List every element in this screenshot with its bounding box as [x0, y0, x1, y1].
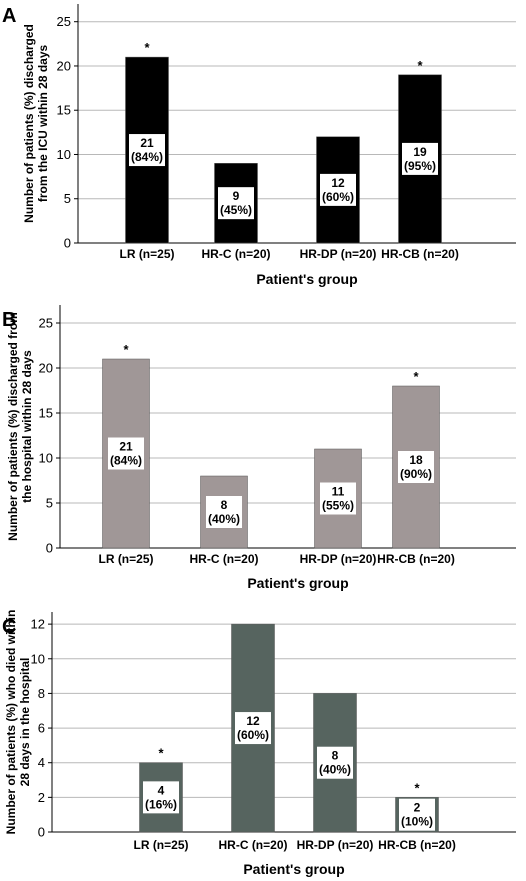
y-tick-label: 10: [39, 451, 53, 466]
data-label-box: [108, 437, 144, 470]
y-tick-label: 8: [38, 686, 45, 701]
significance-marker: *: [417, 58, 423, 73]
data-label-box: [402, 142, 438, 175]
y-axis-title: Number of patients (%) discharged fromth…: [6, 312, 34, 541]
data-label-box: [129, 134, 165, 167]
data-label-count: 11: [332, 485, 345, 499]
data-label-count: 21: [140, 136, 154, 150]
y-tick-label: 0: [46, 541, 53, 556]
data-label-percent: (45%): [220, 203, 252, 217]
data-label-box: [206, 496, 242, 528]
data-label-percent: (55%): [322, 499, 354, 513]
data-label-count: 8: [221, 498, 228, 512]
y-axis-title: Number of patients (%) who died within28…: [4, 610, 32, 835]
data-label-count: 12: [246, 714, 260, 728]
data-label-box: [398, 451, 434, 483]
x-category-label: HR-C (n=20): [201, 247, 270, 261]
panel-letter: C: [2, 616, 16, 638]
data-label-count: 21: [119, 440, 133, 454]
y-tick-label: 6: [38, 721, 45, 736]
y-tick-label: 10: [31, 651, 45, 666]
y-axis-title-line: Number of patients (%) who died within: [4, 610, 18, 835]
y-tick-label: 5: [64, 191, 71, 206]
data-label-percent: (16%): [145, 797, 177, 811]
x-category-label: HR-C (n=20): [189, 552, 258, 566]
data-label-percent: (40%): [319, 763, 351, 777]
significance-marker: *: [144, 40, 150, 55]
y-axis-title-line: from the ICU within 28 days: [36, 44, 50, 202]
x-category-label: LR (n=25): [133, 838, 188, 852]
x-category-label: HR-DP (n=20): [297, 838, 374, 852]
y-axis-title: Number of patients (%) dischargedfrom th…: [22, 24, 50, 223]
data-label-percent: (60%): [322, 190, 354, 204]
data-label-count: 4: [158, 783, 165, 797]
y-tick-label: 25: [39, 316, 53, 331]
data-label-box: [235, 712, 271, 745]
significance-marker: *: [123, 342, 129, 357]
data-label-count: 19: [413, 145, 427, 159]
data-label-box: [317, 746, 353, 779]
y-tick-label: 15: [57, 103, 71, 118]
y-tick-label: 20: [39, 361, 53, 376]
x-category-label: HR-CB (n=20): [381, 247, 459, 261]
y-tick-label: 5: [46, 496, 53, 511]
y-tick-label: 0: [38, 825, 45, 840]
data-label-percent: (84%): [110, 454, 142, 468]
y-tick-label: 15: [39, 406, 53, 421]
panel-letter: A: [2, 5, 16, 27]
x-category-label: HR-DP (n=20): [300, 247, 377, 261]
data-label-percent: (84%): [131, 150, 163, 164]
data-label-percent: (40%): [208, 512, 240, 526]
y-axis-title-line: Number of patients (%) discharged: [22, 24, 36, 223]
x-category-label: HR-CB (n=20): [377, 552, 455, 566]
data-label-percent: (90%): [400, 467, 432, 481]
data-label-box: [320, 482, 356, 515]
data-label-count: 2: [414, 801, 421, 815]
significance-marker: *: [158, 746, 164, 761]
y-tick-label: 12: [31, 617, 45, 632]
data-label-count: 18: [409, 453, 423, 467]
data-label-box: [399, 798, 435, 831]
x-category-label: LR (n=25): [119, 247, 174, 261]
y-tick-label: 20: [57, 58, 71, 73]
y-tick-label: 25: [57, 14, 71, 29]
y-axis-title-line: Number of patients (%) discharged from: [6, 312, 20, 541]
y-tick-label: 2: [38, 790, 45, 805]
significance-marker: *: [414, 780, 420, 795]
data-label-count: 12: [331, 176, 345, 190]
data-label-percent: (95%): [404, 159, 436, 173]
data-label-box: [218, 187, 254, 220]
data-label-percent: (10%): [401, 815, 433, 829]
y-tick-label: 0: [64, 236, 71, 251]
data-label-box: [143, 781, 179, 814]
y-axis-title-line: the hospital within 28 days: [20, 350, 34, 503]
y-tick-label: 10: [57, 147, 71, 162]
significance-marker: *: [413, 369, 419, 384]
x-axis-title: Patient's group: [243, 861, 344, 877]
x-category-label: LR (n=25): [98, 552, 153, 566]
data-label-count: 8: [332, 749, 339, 763]
y-axis-title-line: 28 days in the hospital: [18, 658, 32, 787]
x-category-label: HR-DP (n=20): [300, 552, 377, 566]
panel-letter: B: [2, 309, 16, 331]
y-tick-label: 4: [38, 755, 45, 770]
data-label-percent: (60%): [237, 728, 269, 742]
x-category-label: HR-C (n=20): [218, 838, 287, 852]
x-axis-title: Patient's group: [247, 575, 348, 591]
x-axis-title: Patient's group: [256, 271, 357, 287]
data-label-box: [320, 173, 356, 206]
x-category-label: HR-CB (n=20): [378, 838, 456, 852]
data-label-count: 9: [233, 189, 240, 203]
